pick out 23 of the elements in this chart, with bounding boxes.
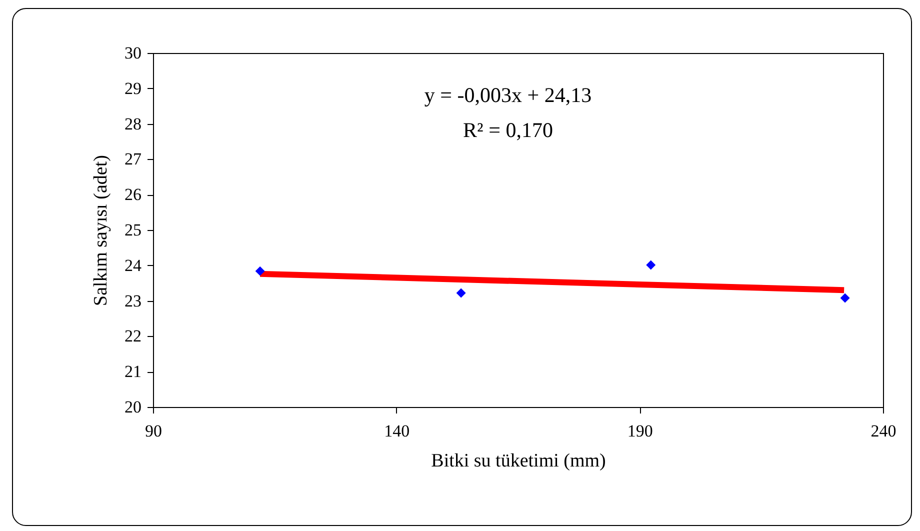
- x-tick-label: 190: [627, 422, 653, 440]
- point: [840, 293, 850, 303]
- x-tick-label: 140: [384, 422, 410, 440]
- point: [255, 266, 265, 276]
- y-tick-label: 23: [124, 291, 142, 310]
- annotation: y = -0,003x + 24,13: [424, 83, 592, 107]
- x-axis-title: Bitki su tüketimi (mm): [431, 450, 606, 472]
- y-tick-label: 26: [124, 185, 142, 204]
- y-tick-label: 30: [124, 44, 142, 62]
- y-tick-label: 25: [124, 220, 142, 240]
- point: [646, 260, 656, 270]
- x-tick-label: 240: [870, 422, 896, 440]
- y-tick-label: 22: [124, 326, 142, 346]
- y-tick-label: 21: [124, 362, 142, 382]
- point: [456, 288, 466, 298]
- annotation: R² = 0,170: [463, 118, 553, 142]
- y-tick-label: 20: [124, 398, 142, 416]
- x-tick-label: 90: [145, 422, 162, 440]
- y-tick-label: 24: [124, 256, 142, 275]
- y-axis-title: Salkım sayısı (adet): [90, 155, 112, 306]
- y-tick-label: 29: [124, 78, 142, 98]
- y-tick-label: 28: [124, 114, 142, 134]
- y-tick-label: 27: [124, 150, 142, 169]
